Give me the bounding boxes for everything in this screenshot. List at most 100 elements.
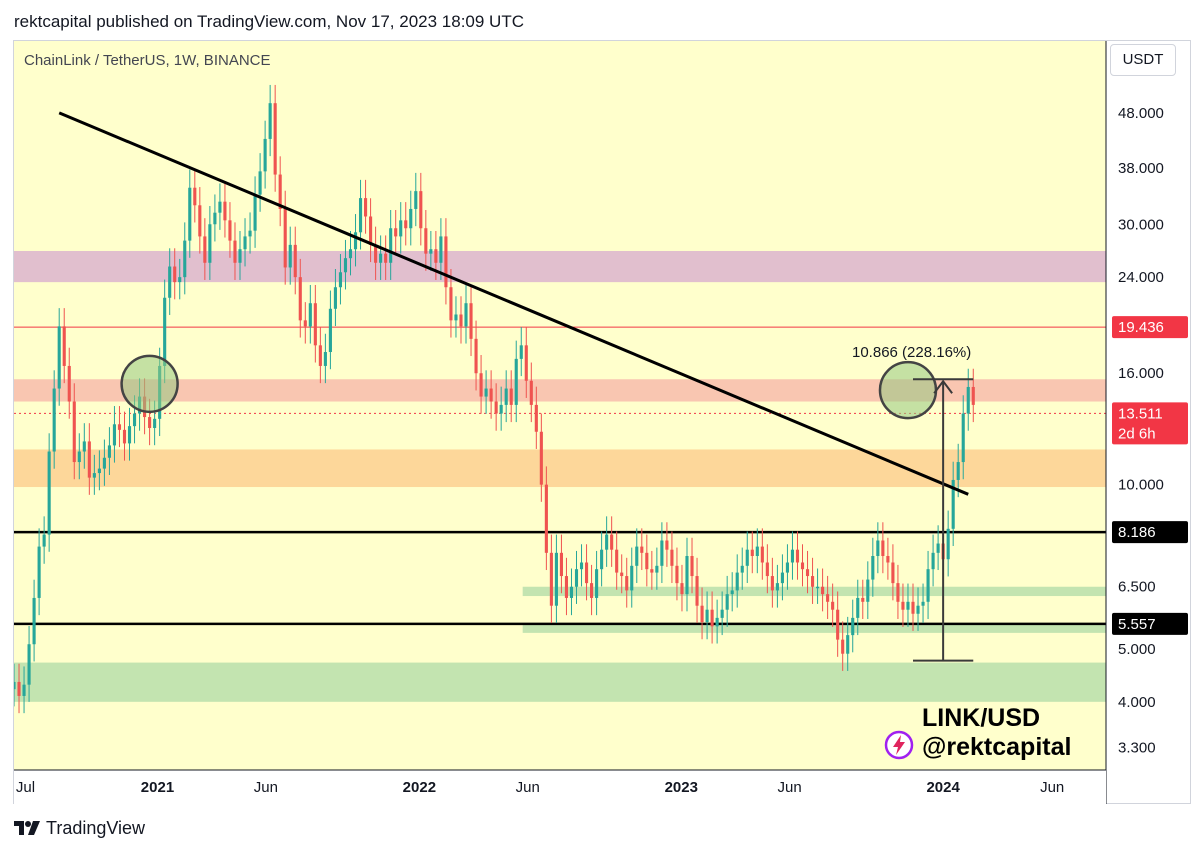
candle[interactable] [238,230,242,280]
price-tag-8.186[interactable]: 8.186 [1112,521,1188,544]
candle[interactable] [253,176,257,248]
candle[interactable] [896,564,900,619]
candle[interactable] [514,340,518,423]
candle[interactable] [821,568,825,612]
candle[interactable] [569,568,574,616]
candle[interactable] [464,284,468,344]
candle[interactable] [891,544,895,601]
candle[interactable] [67,347,71,419]
candle[interactable] [690,537,694,594]
candle[interactable] [625,557,629,608]
candle[interactable] [399,202,403,254]
candle[interactable] [223,183,227,238]
candle[interactable] [916,587,920,631]
candle[interactable] [233,222,237,280]
candle[interactable] [615,531,619,590]
candle[interactable] [680,564,684,612]
candle[interactable] [454,296,458,338]
candle[interactable] [740,547,744,590]
candle[interactable] [951,461,955,547]
candle[interactable] [499,386,503,431]
candle[interactable] [489,370,493,419]
candle[interactable] [936,525,940,571]
candle[interactable] [529,362,533,423]
candle[interactable] [87,423,91,495]
candle[interactable] [228,202,232,258]
measure-tool[interactable] [912,378,974,662]
candle[interactable] [127,407,132,461]
currency-button[interactable]: USDT [1110,44,1176,76]
candle[interactable] [348,230,353,276]
candle[interactable] [374,226,378,280]
candle[interactable] [364,179,368,234]
candle[interactable] [278,156,282,227]
candle[interactable] [193,169,197,223]
candle[interactable] [218,183,222,230]
candle[interactable] [208,206,212,280]
candle[interactable] [765,544,769,594]
candle[interactable] [866,561,870,619]
candle[interactable] [534,386,538,449]
candle[interactable] [519,327,523,377]
candle[interactable] [328,290,332,370]
candle[interactable] [479,355,483,414]
candle[interactable] [198,187,202,254]
candle[interactable] [655,547,659,590]
candle[interactable] [173,248,177,300]
candle[interactable] [926,550,930,619]
candle[interactable] [323,333,327,384]
candle[interactable] [424,209,428,271]
candle[interactable] [861,579,865,619]
candle[interactable] [243,218,247,267]
candle[interactable] [107,427,111,475]
candle[interactable] [600,531,604,587]
candle[interactable] [102,439,106,486]
candle[interactable] [248,212,252,254]
candle[interactable] [389,209,393,280]
candle[interactable] [298,258,302,338]
candle[interactable] [258,153,262,212]
candle[interactable] [494,383,498,431]
candle[interactable] [826,575,830,619]
candle[interactable] [52,370,56,469]
candle[interactable] [273,84,277,192]
candle[interactable] [785,544,789,590]
candle[interactable] [810,557,815,604]
candle[interactable] [57,308,61,406]
candle[interactable] [384,235,388,280]
symbol-title[interactable]: ChainLink / TetherUS, 1W, BINANCE [24,52,271,69]
highlight-circle-2[interactable] [878,360,938,420]
price-axis[interactable]: 60.00048.00038.00030.00024.00016.00010.0… [1105,41,1190,804]
candle[interactable] [705,591,709,640]
candle[interactable] [439,218,443,280]
candle[interactable] [62,308,66,384]
candle[interactable] [800,544,805,587]
candle[interactable] [213,194,217,242]
candle[interactable] [720,591,724,636]
candle[interactable] [665,522,669,567]
candle[interactable] [730,572,734,612]
candle[interactable] [112,406,117,463]
candle[interactable] [183,222,187,295]
candle[interactable] [504,370,508,423]
candle[interactable] [338,254,343,305]
candle[interactable] [946,510,950,577]
candle[interactable] [564,557,569,616]
candle[interactable] [795,531,800,580]
candle[interactable] [37,528,41,616]
candle[interactable] [404,202,408,246]
candle[interactable] [715,599,719,644]
candle[interactable] [790,531,795,580]
candle[interactable] [303,302,307,344]
candle[interactable] [841,621,845,671]
candle[interactable] [308,284,312,344]
candle[interactable] [32,579,36,662]
candle[interactable] [318,327,322,384]
candle[interactable] [97,450,101,491]
candle[interactable] [660,522,664,584]
candle[interactable] [379,235,383,280]
candle[interactable] [12,663,16,707]
candle[interactable] [47,433,51,552]
candle[interactable] [469,284,473,357]
candle[interactable] [816,568,820,604]
